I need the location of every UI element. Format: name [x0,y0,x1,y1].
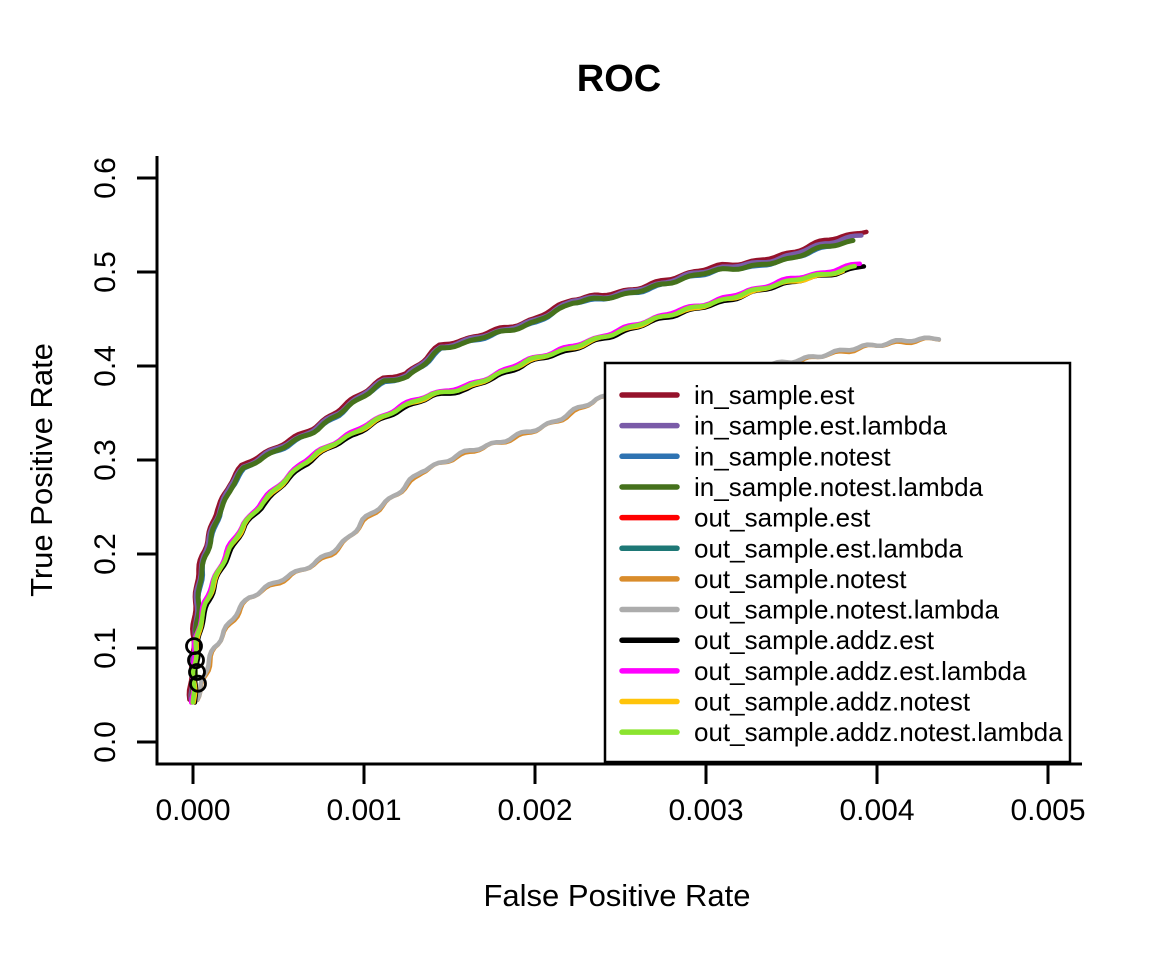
roc-start-marker [189,674,207,693]
legend-entry-label: out_sample.est.lambda [694,533,963,563]
legend-entry-in_sample.notest.lambda: in_sample.notest.lambda [619,472,984,502]
legend-entry-label: out_sample.est [694,503,871,533]
legend-entry-in_sample.est.lambda: in_sample.est.lambda [619,411,947,441]
legend-entry-label: out_sample.addz.notest.lambda [694,717,1063,747]
x-tick-label: 0.001 [326,794,401,827]
roc-start-marker [187,651,205,670]
x-tick-label: 0.000 [155,794,230,827]
legend-box [603,361,1072,764]
chart-title: ROC [577,58,661,100]
legend-entry-out_sample.notest.lambda: out_sample.notest.lambda [619,595,1000,625]
y-tick-label: 0.3 [89,439,122,481]
y-axis-label: True Positive Rate [24,343,59,597]
legend-entry-label: in_sample.est.lambda [694,411,947,441]
y-tick-label: 0.1 [89,627,122,669]
legend: in_sample.estin_sample.est.lambdain_samp… [603,361,1072,764]
legend-entry-label: out_sample.notest [694,564,907,594]
roc-curves [186,229,942,705]
y-tick-label: 0.2 [89,533,122,575]
threshold-markers [185,637,207,693]
roc-curve-out_sample.notest.lambda [194,335,942,703]
x-tick-label: 0.005 [1010,794,1085,827]
legend-entry-label: in_sample.notest [694,441,891,471]
legend-entry-label: out_sample.addz.est [694,625,935,655]
legend-entry-in_sample.est: in_sample.est [619,380,855,410]
legend-entry-out_sample.est: out_sample.est [619,503,871,533]
legend-entry-out_sample.notest: out_sample.notest [619,564,907,594]
legend-entry-label: in_sample.notest.lambda [694,472,984,502]
legend-entry-out_sample.addz.est: out_sample.addz.est [619,625,935,655]
roc-start-marker [188,663,206,681]
legend-entry-out_sample.addz.notest.lambda: out_sample.addz.notest.lambda [619,717,1063,747]
legend-entry-label: in_sample.est [694,380,855,410]
legend-entry-out_sample.addz.est.lambda: out_sample.addz.est.lambda [619,656,1027,686]
legend-entry-out_sample.est.lambda: out_sample.est.lambda [619,533,963,563]
x-tick-label: 0.003 [668,794,743,827]
x-tick-label: 0.004 [839,794,914,827]
roc-curve-in_sample.notest.lambda [189,238,856,703]
legend-entry-label: out_sample.addz.est.lambda [694,656,1027,686]
legend-entry-label: out_sample.notest.lambda [694,595,1000,625]
y-tick-label: 0.6 [89,157,122,199]
legend-entry-in_sample.notest: in_sample.notest [619,441,891,471]
legend-entry-label: out_sample.addz.notest [694,687,971,717]
legend-entry-out_sample.addz.notest: out_sample.addz.notest [619,687,971,717]
roc-curve-out_sample.addz.notest.lambda [190,263,857,705]
axes: 0.000 0.001 0.002 0.003 0.004 0.005 0.0 0.1 0.2 0… [89,156,1086,827]
y-tick-label: 0.5 [89,251,122,293]
y-tick-label: 0.4 [89,345,122,387]
x-tick-label: 0.002 [497,794,572,827]
x-axis-label: False Positive Rate [483,878,750,913]
y-tick-label: 0.0 [89,721,122,763]
